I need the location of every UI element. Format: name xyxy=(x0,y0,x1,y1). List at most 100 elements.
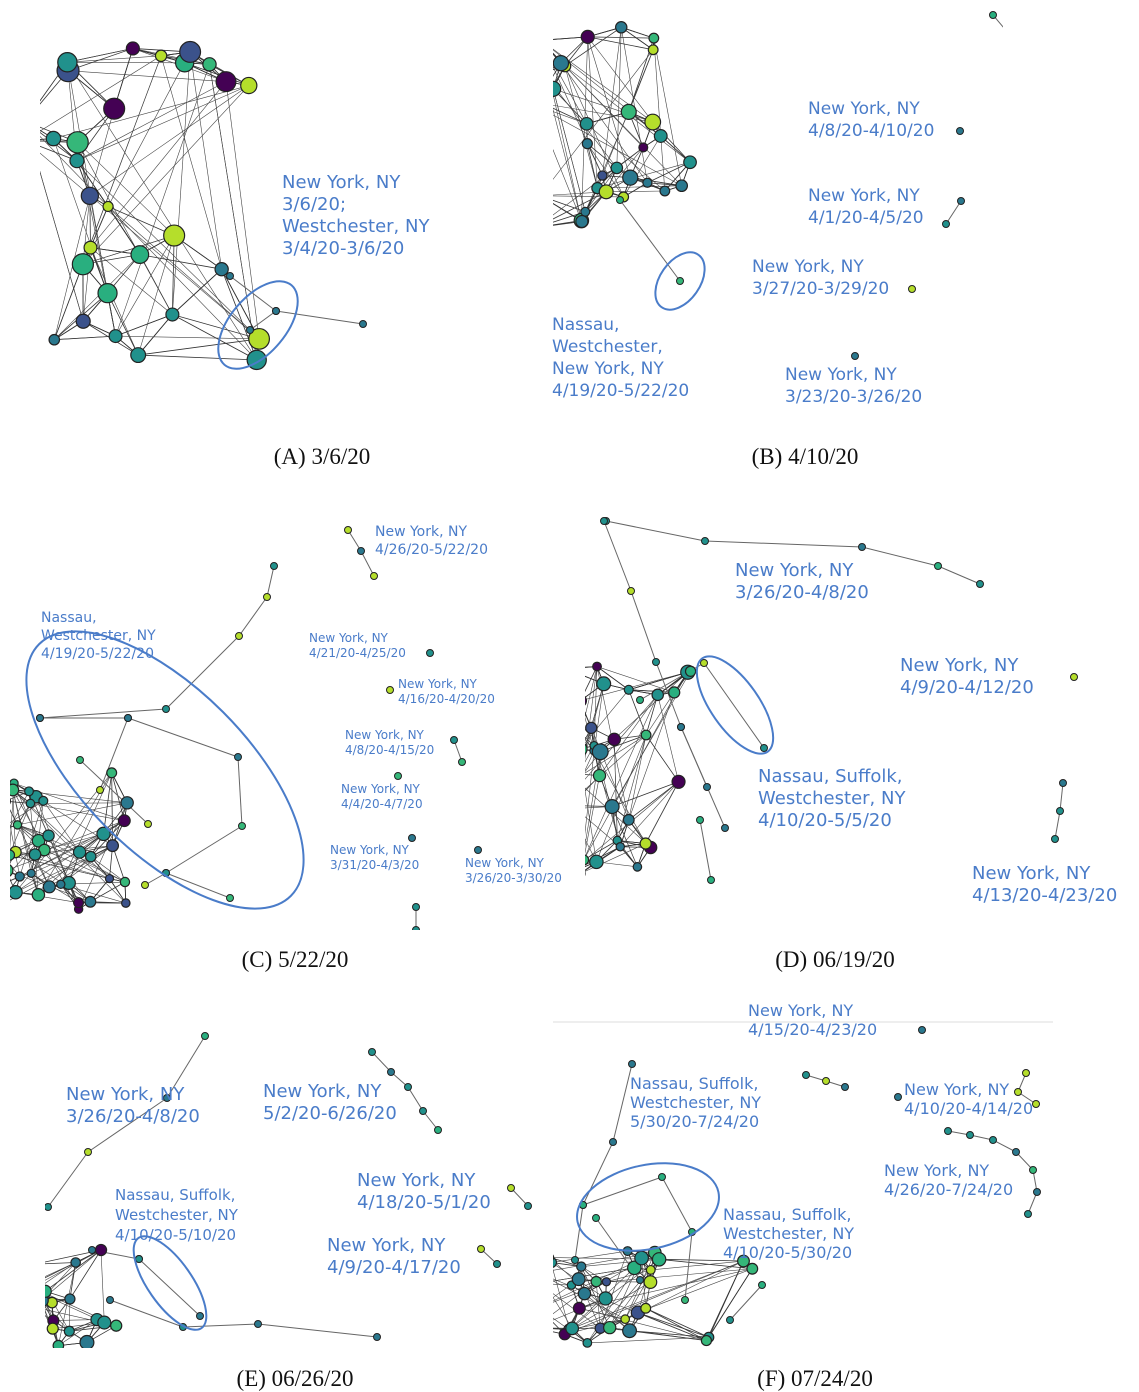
edge xyxy=(257,1323,378,1338)
edge xyxy=(550,1258,552,1263)
edge xyxy=(647,161,691,184)
edge xyxy=(89,108,115,196)
edge xyxy=(684,1231,693,1301)
edge xyxy=(570,749,580,797)
node xyxy=(585,721,598,735)
annotation: New York, NY xyxy=(808,186,920,206)
edge xyxy=(585,666,598,761)
node xyxy=(607,732,622,747)
node xyxy=(585,743,588,756)
edge xyxy=(553,191,607,220)
edge xyxy=(76,81,227,161)
caption-date: 06/26/20 xyxy=(272,1366,354,1391)
edge xyxy=(612,1063,633,1143)
node xyxy=(944,1127,952,1135)
node xyxy=(52,1339,65,1348)
edge xyxy=(0,855,9,858)
edge xyxy=(107,293,139,356)
edge xyxy=(680,726,726,829)
edge xyxy=(585,666,598,693)
edge xyxy=(553,149,582,221)
edge xyxy=(624,1252,656,1320)
annotation: New York, NY xyxy=(735,560,854,581)
edge xyxy=(564,26,622,67)
nodes xyxy=(564,517,1078,884)
node xyxy=(458,758,466,766)
edge xyxy=(47,1151,89,1208)
edge xyxy=(937,565,981,585)
node xyxy=(394,772,402,780)
edge xyxy=(6,855,9,870)
edge xyxy=(568,797,569,806)
edge xyxy=(628,689,675,693)
edge xyxy=(10,876,21,890)
node xyxy=(628,1060,636,1068)
node xyxy=(585,871,586,877)
node xyxy=(632,862,643,872)
edge xyxy=(39,708,167,719)
edge xyxy=(237,756,243,827)
node xyxy=(645,1264,656,1275)
edge xyxy=(585,843,646,872)
edge xyxy=(541,40,544,72)
edge xyxy=(628,734,647,820)
edge xyxy=(585,712,592,729)
edge xyxy=(565,797,568,806)
node xyxy=(45,1284,52,1298)
edge xyxy=(28,1257,39,1281)
edge xyxy=(82,85,250,265)
node xyxy=(1059,779,1067,787)
edge xyxy=(17,824,126,883)
edge xyxy=(538,1262,551,1272)
node xyxy=(564,801,573,810)
node xyxy=(581,138,593,150)
node xyxy=(1014,1088,1022,1096)
node xyxy=(96,826,111,842)
edge xyxy=(15,891,79,903)
edge xyxy=(27,1289,36,1299)
edge xyxy=(229,275,277,312)
node xyxy=(31,888,46,902)
edge xyxy=(553,92,582,221)
edge xyxy=(553,107,587,125)
annotation: 3/27/20-3/29/20 xyxy=(752,279,889,299)
edge xyxy=(115,235,175,337)
annotation: 4/19/20-5/22/20 xyxy=(41,646,154,662)
node xyxy=(579,116,594,131)
edge xyxy=(568,784,570,797)
edge xyxy=(621,26,654,51)
edge xyxy=(566,669,581,701)
edge xyxy=(569,773,570,797)
annotation: 5/30/20-7/24/20 xyxy=(630,1112,759,1131)
edge xyxy=(27,1281,38,1285)
edge xyxy=(6,855,9,870)
node xyxy=(575,214,589,229)
node xyxy=(574,727,584,737)
edge xyxy=(27,1289,30,1306)
node xyxy=(1022,1069,1030,1077)
edge xyxy=(45,1289,46,1292)
edge xyxy=(606,1269,651,1283)
edge xyxy=(539,1258,550,1284)
edge xyxy=(579,701,580,732)
node xyxy=(565,1321,580,1336)
edge xyxy=(553,1250,628,1263)
node xyxy=(642,177,653,188)
node xyxy=(585,854,590,866)
edge xyxy=(553,49,654,180)
annotation: Westchester, NY xyxy=(282,216,430,237)
edge xyxy=(566,669,581,701)
node xyxy=(0,882,3,891)
node xyxy=(564,792,574,802)
node xyxy=(10,797,12,805)
annotation: New York, NY xyxy=(66,1084,185,1105)
edge xyxy=(703,662,765,749)
edge xyxy=(45,1290,46,1292)
edge xyxy=(553,63,562,77)
edge xyxy=(67,61,185,64)
edge xyxy=(637,1268,753,1313)
node xyxy=(106,1296,114,1304)
annotation: 4/26/20-5/22/20 xyxy=(375,542,488,558)
node xyxy=(263,593,271,601)
edge xyxy=(103,772,113,834)
